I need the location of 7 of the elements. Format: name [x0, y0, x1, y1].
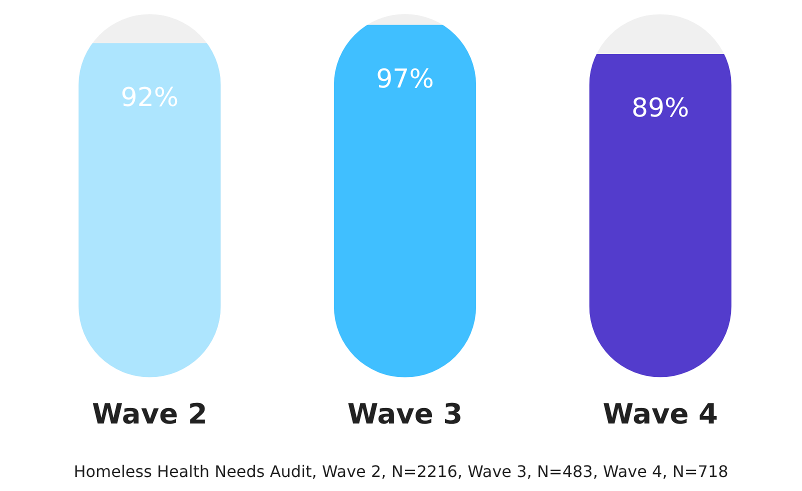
x-tick-label: Wave 4 — [602, 397, 718, 430]
data-label: 89% — [631, 94, 690, 124]
data-label: 97% — [376, 64, 434, 95]
x-tick-label: Wave 3 — [347, 397, 463, 430]
x-tick-label: Wave 2 — [92, 397, 208, 430]
data-label: 92% — [120, 82, 179, 113]
text: Homeless Health Needs Audit, Wave 2, N=2216, Wave 3, N=483, Wave 4, N=718 — [72, 462, 730, 481]
